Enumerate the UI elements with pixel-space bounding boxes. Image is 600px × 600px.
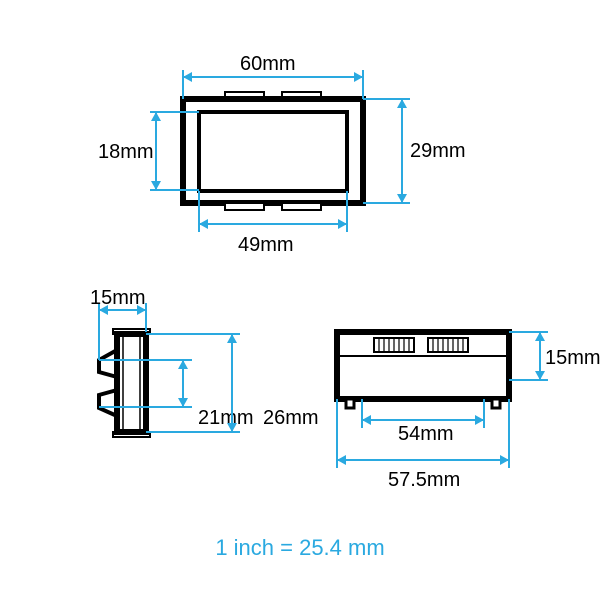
dim-label: 54mm <box>398 423 454 445</box>
dim-label: 60mm <box>240 53 296 75</box>
dim-label: 49mm <box>238 234 294 256</box>
grill-left <box>374 338 414 352</box>
footer-note: 1 inch = 25.4 mm <box>215 535 384 560</box>
grill-right <box>428 338 468 352</box>
rear-view: 15mm 54mm 57.5mm <box>337 332 600 491</box>
dim-15mm-rear: 15mm <box>509 332 600 380</box>
dim-label: 21mm <box>198 407 254 429</box>
dim-26mm: 26mm <box>146 334 319 432</box>
dim-54mm: 54mm <box>362 399 484 445</box>
dim-label: 57.5mm <box>388 469 460 491</box>
dim-29mm: 29mm <box>363 99 466 203</box>
side-view: 15mm 21mm 26mm <box>90 287 319 437</box>
technical-drawing: 60mm 29mm 18mm 49mm <box>0 0 600 600</box>
dim-label: 18mm <box>98 141 154 163</box>
dim-21mm: 21mm <box>99 360 254 429</box>
dim-label: 29mm <box>410 140 466 162</box>
dim-label: 15mm <box>90 287 146 309</box>
dim-label: 15mm <box>545 347 600 369</box>
dim-60mm: 60mm <box>183 53 363 99</box>
dim-label: 26mm <box>263 407 319 429</box>
front-view: 60mm 29mm 18mm 49mm <box>98 53 466 256</box>
